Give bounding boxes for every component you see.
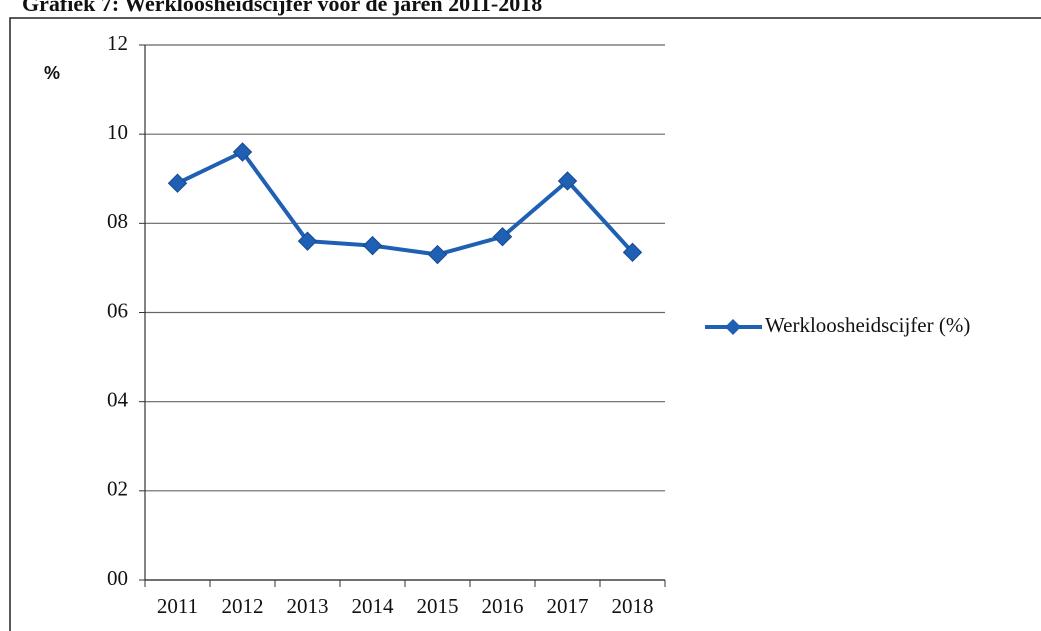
point-marker [492, 227, 513, 247]
y-tick-label: 10 [107, 120, 128, 144]
y-tick-label: 06 [107, 298, 128, 322]
x-tick-label: 2016 [482, 594, 524, 618]
x-tick-label: 2018 [612, 594, 654, 618]
series-line [176, 150, 634, 257]
point-marker [622, 242, 643, 263]
point-marker [427, 244, 448, 265]
x-tick-label: 2014 [352, 594, 395, 618]
point-marker [362, 235, 383, 256]
x-tick-label: 2017 [547, 594, 589, 618]
x-tick-label: 2011 [157, 594, 198, 618]
y-tick-label: 12 [107, 31, 128, 55]
point-marker [232, 142, 253, 162]
y-tick-label: 00 [107, 566, 128, 590]
chart-title: Grafiek 7: Werkloosheidscijfer voor de j… [22, 0, 542, 16]
point-marker [297, 231, 318, 251]
y-tick-label: 08 [107, 209, 128, 233]
y-tick-label: 02 [107, 477, 128, 501]
x-tick-label: 2012 [222, 594, 264, 618]
y-tick-label: 04 [107, 387, 129, 411]
legend-marker [725, 319, 741, 335]
x-tick-label: 2013 [287, 594, 329, 618]
y-axis-label: % [44, 63, 60, 83]
chart-border [9, 17, 1041, 631]
point-marker [557, 171, 578, 191]
point-marker [167, 173, 188, 193]
legend-label: Werkloosheidscijfer (%) [765, 313, 970, 337]
x-tick-label: 2015 [417, 594, 459, 618]
